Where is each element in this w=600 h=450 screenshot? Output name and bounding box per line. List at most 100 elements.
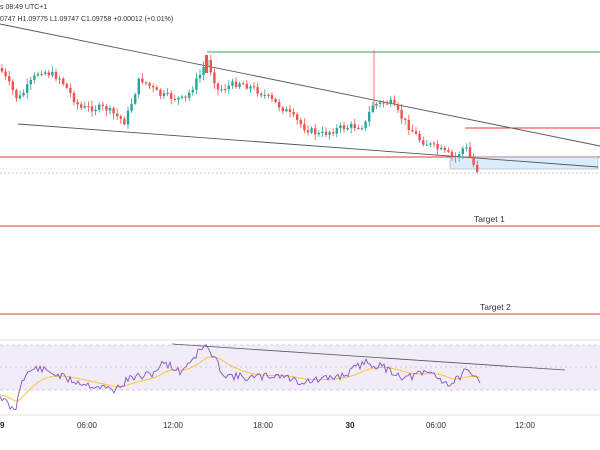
x-tick-label: 12:00 bbox=[163, 421, 184, 430]
candle-body bbox=[108, 108, 112, 111]
wedge-upper-line bbox=[0, 23, 600, 147]
candle-body bbox=[299, 119, 302, 125]
candle-body bbox=[152, 86, 155, 88]
candle-body bbox=[72, 93, 76, 103]
candle-body bbox=[159, 89, 162, 96]
candle-body bbox=[321, 131, 324, 133]
candle-body bbox=[29, 79, 32, 85]
header-ohlc: 0747 H1.09775 L1.09747 C1.09758 +0.00012… bbox=[0, 16, 173, 23]
candle-body bbox=[98, 104, 101, 110]
candle-body bbox=[101, 104, 104, 106]
candle-body bbox=[94, 109, 97, 112]
x-tick-label: 12:00 bbox=[515, 421, 536, 430]
candle-body bbox=[26, 84, 29, 93]
candle-body bbox=[429, 143, 432, 145]
candle-body bbox=[191, 89, 194, 93]
candle-body bbox=[454, 155, 457, 157]
candle-body bbox=[22, 92, 25, 96]
candle-body bbox=[155, 87, 158, 90]
candle-body bbox=[148, 83, 151, 87]
candle-body bbox=[310, 128, 313, 133]
candle-body bbox=[393, 99, 396, 105]
candle-body bbox=[249, 86, 252, 89]
candle-body bbox=[260, 93, 263, 96]
candle-body bbox=[69, 87, 72, 93]
candle-body bbox=[418, 133, 421, 141]
candle-body bbox=[339, 125, 342, 128]
candle-body bbox=[33, 75, 36, 80]
candle-body bbox=[346, 127, 349, 130]
x-tick-label: 06:00 bbox=[77, 421, 98, 430]
candle-body bbox=[47, 72, 50, 76]
candle-body bbox=[166, 93, 169, 95]
x-tick-label: 06:00 bbox=[426, 421, 447, 430]
candle-body bbox=[476, 164, 479, 172]
candle-body bbox=[396, 104, 400, 110]
candle-body bbox=[357, 128, 360, 129]
candle-body bbox=[274, 98, 277, 103]
candle-body bbox=[15, 90, 18, 99]
candle-body bbox=[141, 78, 144, 83]
candle-body bbox=[306, 130, 310, 133]
breakout-zone bbox=[449, 156, 599, 170]
candle-body bbox=[256, 87, 259, 94]
candle-body bbox=[450, 151, 454, 156]
price-levels bbox=[0, 51, 600, 315]
candle-body bbox=[436, 143, 439, 149]
candle-body bbox=[375, 104, 378, 106]
rsi-ma-line bbox=[0, 356, 481, 402]
candle-body bbox=[353, 124, 356, 128]
candle-body bbox=[231, 81, 234, 86]
candle-body bbox=[112, 108, 115, 114]
candle-body bbox=[292, 111, 295, 115]
candle-body bbox=[267, 94, 270, 96]
x-tick-label: 9 bbox=[0, 421, 5, 430]
candle-body bbox=[119, 116, 122, 119]
candle-body bbox=[288, 109, 292, 112]
candle-body bbox=[360, 128, 364, 130]
candle-body bbox=[242, 83, 245, 85]
candle-body bbox=[378, 102, 382, 104]
candle-body bbox=[130, 103, 133, 111]
wedge-lower-line bbox=[17, 123, 599, 168]
candle-body bbox=[36, 73, 40, 76]
candle-body bbox=[328, 132, 331, 135]
candle-body bbox=[270, 95, 274, 99]
candle-body bbox=[364, 121, 367, 129]
candle-body bbox=[195, 78, 198, 90]
candle-body bbox=[65, 83, 68, 88]
candle-body bbox=[350, 124, 353, 128]
rsi-band-fill bbox=[0, 345, 600, 390]
candle-body bbox=[177, 97, 180, 100]
candle-body bbox=[198, 75, 202, 79]
rsi-line bbox=[0, 344, 481, 411]
candle-body bbox=[447, 150, 450, 152]
candle-body bbox=[58, 78, 61, 80]
candle-body bbox=[281, 107, 284, 112]
target2-label: Target 2 bbox=[480, 302, 511, 312]
candle-body bbox=[432, 143, 436, 145]
candle-body bbox=[371, 105, 374, 112]
candle-body bbox=[465, 147, 468, 149]
trendlines bbox=[0, 23, 600, 168]
candle-body bbox=[472, 156, 475, 165]
candle-body bbox=[404, 118, 407, 120]
candle-body bbox=[220, 89, 223, 91]
candle-body bbox=[386, 103, 389, 105]
candle-body bbox=[234, 81, 238, 87]
candle-spike-body bbox=[205, 55, 208, 73]
candle-body bbox=[4, 71, 7, 77]
candle-body bbox=[400, 109, 403, 119]
candle-body bbox=[123, 118, 126, 125]
candle-body bbox=[170, 93, 173, 99]
candle-body bbox=[443, 147, 446, 151]
candle-body bbox=[422, 140, 425, 145]
x-axis: 9 06:00 12:00 18:00 30 06:00 12:00 bbox=[0, 414, 600, 430]
candle-body bbox=[332, 132, 335, 134]
x-tick-label: 18:00 bbox=[253, 421, 274, 430]
candle-body bbox=[317, 132, 320, 135]
candle-body bbox=[209, 60, 212, 73]
candle-body bbox=[0, 68, 4, 72]
candle-body bbox=[252, 86, 256, 88]
